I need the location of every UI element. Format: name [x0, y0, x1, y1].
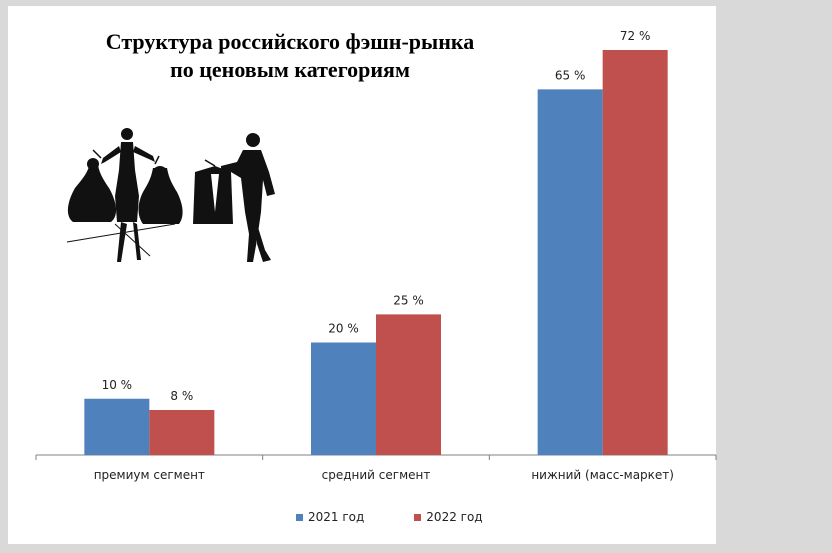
chart-title-line-2: по ценовым категориям	[170, 57, 410, 82]
legend-label-2022: 2022 год	[426, 510, 483, 524]
bar-2021-1	[311, 342, 376, 455]
bar-2022-0	[149, 410, 215, 455]
data-label: 25 %	[393, 293, 424, 307]
data-label: 65 %	[555, 68, 586, 82]
chart-title: Структура российского фэшн-рынка по цено…	[60, 28, 520, 84]
data-label: 10 %	[102, 378, 133, 392]
legend-item-2022: 2022 год	[414, 510, 483, 524]
bar-2021-2	[537, 89, 603, 455]
bar-2021-0	[84, 398, 150, 455]
legend-swatch-2022	[414, 513, 422, 521]
legend-label-2021: 2021 год	[308, 510, 365, 524]
chart-legend: 2021 год 2022 год	[296, 510, 483, 524]
data-label: 8 %	[170, 389, 193, 403]
fashion-shoppers-silhouette-icon	[55, 112, 287, 280]
chart-title-line-1: Структура российского фэшн-рынка	[105, 29, 475, 54]
x-tick-label: премиум сегмент	[94, 468, 205, 482]
bar-2022-1	[376, 314, 441, 455]
legend-item-2021: 2021 год	[296, 510, 364, 524]
data-label: 20 %	[328, 322, 359, 336]
x-tick-label: нижний (масс-маркет)	[531, 468, 674, 482]
data-label: 72 %	[620, 29, 651, 43]
legend-swatch-2021	[296, 513, 303, 521]
x-tick-label: средний сегмент	[322, 468, 431, 482]
bar-2022-2	[602, 50, 668, 455]
